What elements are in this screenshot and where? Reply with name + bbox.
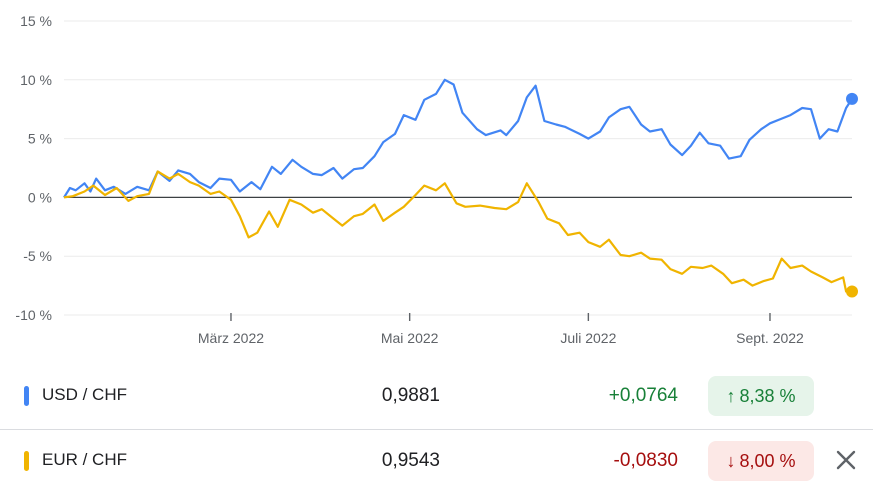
- x-tick-label: Mai 2022: [381, 330, 439, 346]
- row-eur-chf[interactable]: EUR / CHF 0,9543 -0,0830 ↓ 8,00 %: [0, 429, 873, 490]
- pair-price: 0,9881: [381, 385, 440, 406]
- x-tick-label: Sept. 2022: [736, 330, 804, 346]
- percent-value: 8,38 %: [739, 385, 796, 406]
- pair-change: +0,0764: [608, 385, 678, 406]
- y-tick-label: 10 %: [20, 72, 52, 88]
- series-color-swatch: [24, 386, 29, 406]
- y-tick-label: -5 %: [23, 248, 52, 264]
- pair-name: EUR / CHF: [42, 450, 127, 469]
- pair-name: USD / CHF: [42, 385, 127, 404]
- row-usd-chf[interactable]: USD / CHF 0,9881 +0,0764 ↑ 8,38 %: [0, 365, 873, 425]
- chart-series: [63, 78, 858, 298]
- chart-grid: [64, 20, 852, 316]
- x-tick-label: Juli 2022: [560, 330, 616, 346]
- y-axis-ticks: 15 % 10 % 5 % 0 % -5 % -10 %: [15, 13, 52, 323]
- y-tick-label: -10 %: [15, 307, 52, 323]
- percent-value: 8,00 %: [739, 450, 796, 471]
- pair-price: 0,9543: [381, 450, 440, 471]
- percent-badge: ↓ 8,00 %: [708, 441, 814, 481]
- arrow-up-icon: ↑: [726, 385, 736, 406]
- arrow-down-icon: ↓: [726, 450, 736, 471]
- y-tick-label: 0 %: [28, 189, 52, 205]
- x-axis-ticks: März 2022 Mai 2022 Juli 2022 Sept. 2022: [198, 313, 804, 346]
- x-tick-label: März 2022: [198, 330, 264, 346]
- series-end-point: [846, 285, 858, 298]
- percent-badge: ↑ 8,38 %: [708, 376, 814, 416]
- pair-change: -0,0830: [613, 450, 678, 471]
- y-tick-label: 5 %: [28, 131, 52, 147]
- chart: 15 % 10 % 5 % 0 % -5 % -10 % März 2022 Mai 202…: [15, 13, 858, 346]
- y-tick-label: 15 %: [20, 13, 52, 29]
- series-line: [63, 170, 853, 293]
- close-icon[interactable]: [832, 446, 860, 474]
- series-color-swatch: [24, 451, 29, 471]
- series-line: [63, 78, 853, 198]
- series-end-point: [846, 92, 858, 105]
